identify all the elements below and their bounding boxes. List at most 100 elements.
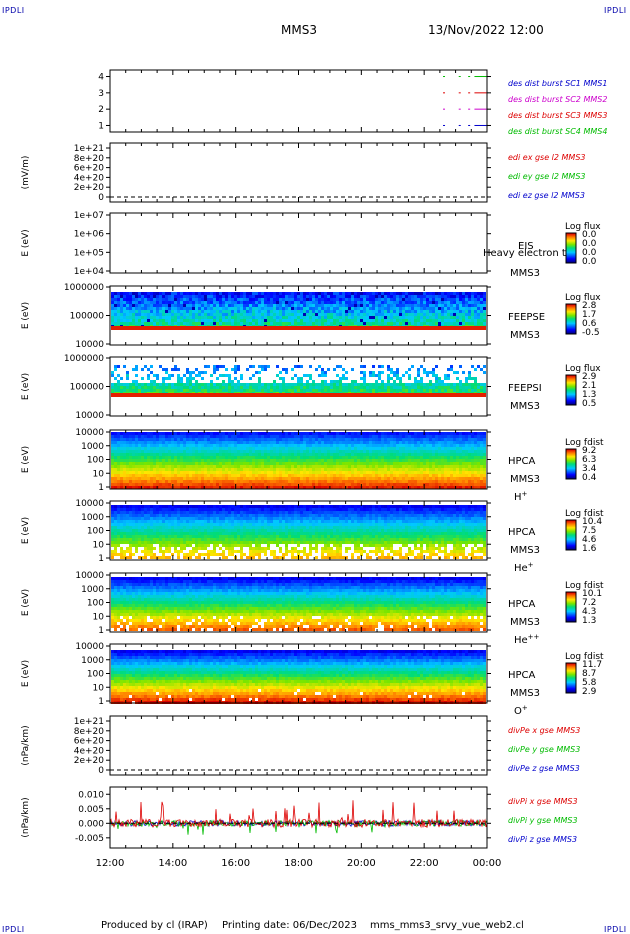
spectro-cell: [240, 304, 243, 307]
spectro-cell: [264, 432, 267, 435]
spectro-cell: [315, 438, 318, 441]
spectro-cell: [402, 456, 405, 459]
spectro-cell: [273, 435, 276, 438]
spectro-cell: [411, 471, 414, 474]
spectro-cell: [273, 432, 276, 435]
spectro-cell: [147, 313, 150, 316]
spectro-cell: [228, 377, 231, 380]
spectro-cell: [354, 483, 357, 486]
spectro-cell: [351, 368, 354, 371]
spectro-cell: [186, 450, 189, 453]
spectro-cell: [408, 480, 411, 483]
spectro-cell: [210, 380, 213, 383]
spectro-cell: [387, 465, 390, 468]
spectro-cell: [339, 462, 342, 465]
spectro-cell: [309, 483, 312, 486]
spectro-cell: [261, 474, 264, 477]
spectro-cell: [183, 304, 186, 307]
spectro-cell: [372, 386, 375, 389]
spectro-cell: [204, 386, 207, 389]
spectro-cell: [246, 432, 249, 435]
spectro-cell: [309, 480, 312, 483]
spectro-cell: [282, 459, 285, 462]
spectro-cell: [402, 307, 405, 310]
spectro-cell: [450, 304, 453, 307]
spectro-cell: [111, 310, 114, 313]
spectro-cell: [390, 465, 393, 468]
spectro-cell: [189, 477, 192, 480]
spectro-cell: [291, 319, 294, 322]
spectro-cell: [174, 368, 177, 371]
spectro-cell: [402, 295, 405, 298]
spectro-cell: [222, 444, 225, 447]
spectro-cell: [258, 447, 261, 450]
spectro-cell: [390, 307, 393, 310]
spectro-cell: [381, 301, 384, 304]
spectro-cell: [411, 450, 414, 453]
spectro-cell: [363, 465, 366, 468]
spectro-cell: [411, 301, 414, 304]
spectro-cell: [141, 459, 144, 462]
spectro-cell: [417, 468, 420, 471]
spectro-cell: [216, 322, 219, 325]
spectro-cell: [219, 468, 222, 471]
spectro-cell: [207, 319, 210, 322]
spectro-cell: [165, 292, 168, 295]
spectro-cell: [165, 386, 168, 389]
spectro-cell: [288, 465, 291, 468]
spectro-cell: [231, 316, 234, 319]
spectro-cell: [318, 319, 321, 322]
spectro-cell: [477, 386, 480, 389]
spectro-cell: [276, 468, 279, 471]
spectro-cell: [396, 316, 399, 319]
spectro-cell: [111, 447, 114, 450]
spectro-cell: [399, 389, 402, 392]
spectro-cell: [264, 368, 267, 371]
spectro-cell: [228, 471, 231, 474]
spectro-cell: [195, 319, 198, 322]
spectro-cell: [357, 474, 360, 477]
spectro-cell: [303, 322, 306, 325]
ytick-label: 3: [98, 89, 104, 99]
spectro-cell: [138, 298, 141, 301]
spectro-cell: [177, 480, 180, 483]
spectro-cell: [174, 447, 177, 450]
spectro-cell: [249, 456, 252, 459]
spectro-cell: [135, 316, 138, 319]
spectro-cell: [126, 313, 129, 316]
spectro-cell: [153, 304, 156, 307]
spectro-cell: [459, 441, 462, 444]
spectro-cell: [234, 371, 237, 374]
spectro-cell: [273, 480, 276, 483]
spectro-cell: [450, 441, 453, 444]
spectro-cell: [210, 383, 213, 386]
spectro-cell: [183, 295, 186, 298]
spectro-cell: [276, 480, 279, 483]
spectro-cell: [195, 453, 198, 456]
spectro-cell: [144, 389, 147, 392]
spectro-cell: [480, 310, 483, 313]
spectro-cell: [429, 447, 432, 450]
spectro-cell: [414, 459, 417, 462]
spectro-cell: [354, 322, 357, 325]
spectro-cell: [405, 453, 408, 456]
spectro-cell: [261, 432, 264, 435]
spectro-cell: [384, 316, 387, 319]
spectro-cell: [243, 480, 246, 483]
spectro-cell: [405, 441, 408, 444]
spectro-cell: [384, 471, 387, 474]
spectro-cell: [261, 389, 264, 392]
spectro-cell: [144, 322, 147, 325]
spectro-cell: [132, 322, 135, 325]
spectro-cell: [324, 444, 327, 447]
spectro-cell: [210, 307, 213, 310]
spectro-cell: [246, 292, 249, 295]
spectro-cell: [258, 298, 261, 301]
spectro-cell: [117, 438, 120, 441]
spectro-cell: [273, 450, 276, 453]
spectro-cell: [327, 368, 330, 371]
spectro-cell: [315, 459, 318, 462]
spectro-cell: [327, 441, 330, 444]
spectro-cell: [375, 471, 378, 474]
spectro-cell: [111, 462, 114, 465]
